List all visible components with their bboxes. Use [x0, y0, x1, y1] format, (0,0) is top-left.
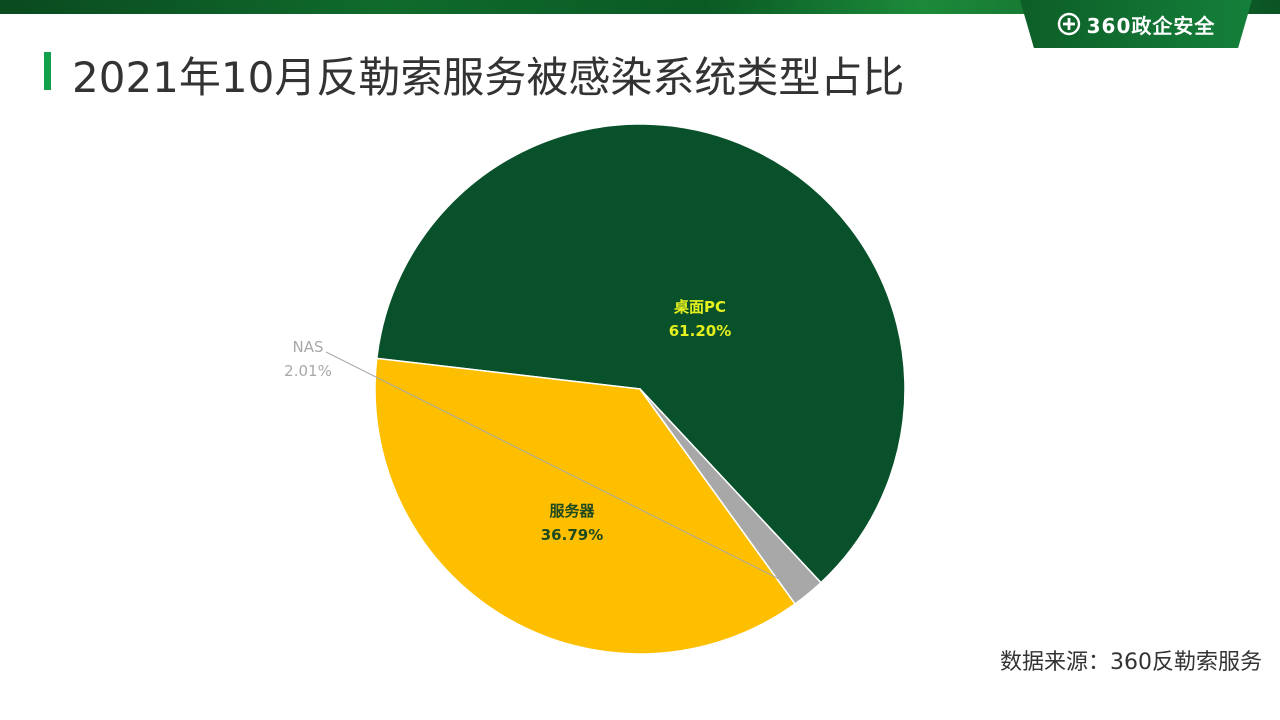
title-accent-bar: [44, 52, 51, 90]
slice-value-1: 36.79%: [541, 526, 603, 544]
top-banner: [0, 0, 1280, 14]
slice-leader-line-2: [325, 351, 805, 593]
slice-label-0: 桌面PC: [673, 298, 726, 316]
slice-value-2: 2.01%: [284, 362, 332, 380]
pie-slice-1: [374, 357, 797, 655]
data-source-note: 数据来源：360反勒索服务: [1000, 650, 1262, 675]
slice-label-1: 服务器: [549, 502, 595, 520]
brand-logo-tab: 360政企安全: [1020, 0, 1252, 48]
page-title: 2021年10月反勒索服务被感染系统类型占比: [72, 53, 905, 102]
pie-slice-0: [375, 123, 906, 584]
plus-circle-icon: [1057, 12, 1080, 36]
slice-value-0: 61.20%: [669, 322, 731, 340]
slice-label-2: NAS: [292, 338, 323, 356]
pie-slice-2: [639, 388, 822, 605]
brand-logo-text: 360政企安全: [1086, 13, 1216, 38]
